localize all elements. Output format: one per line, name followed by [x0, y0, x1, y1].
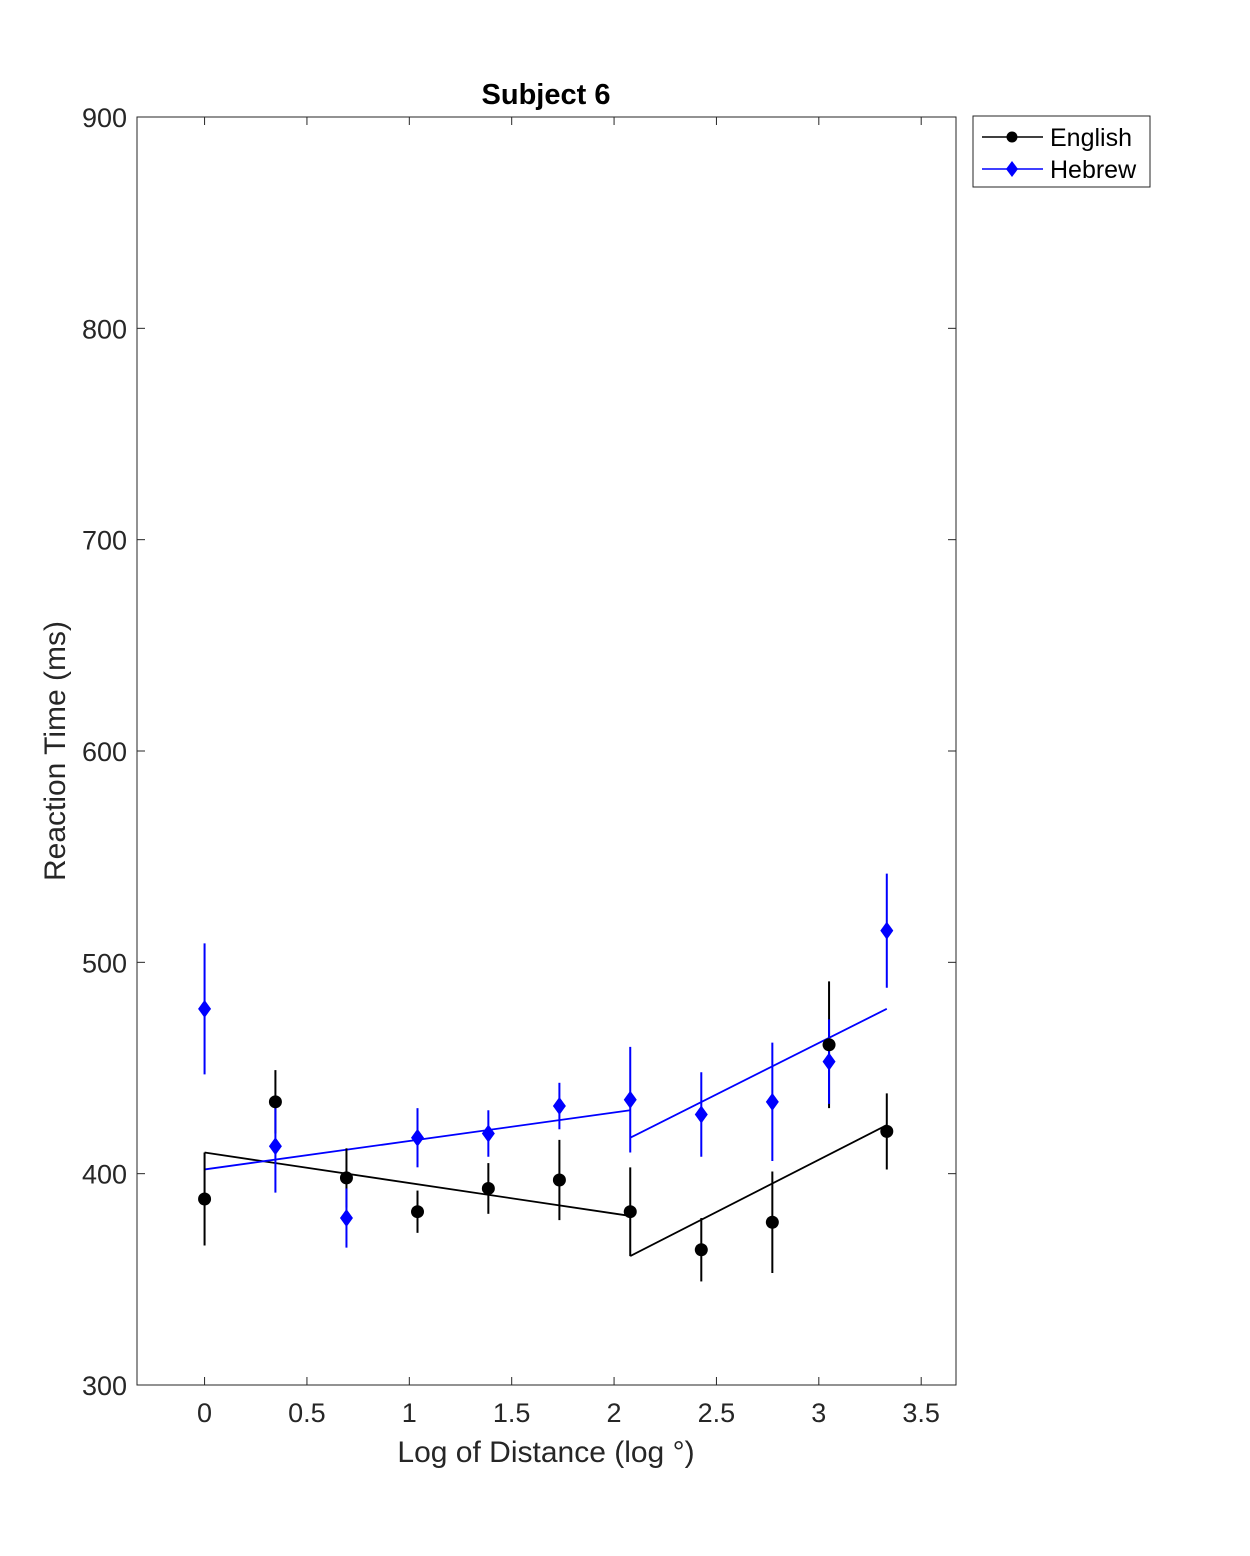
data-point-english: [694, 1243, 708, 1257]
data-point-english: [339, 1171, 353, 1185]
x-tick-label: 1.5: [493, 1398, 531, 1428]
data-point-hebrew: [880, 921, 894, 940]
legend-marker-english: [1006, 131, 1018, 143]
data-markers: [198, 921, 894, 1257]
x-tick-label: 2: [607, 1398, 622, 1428]
data-point-english: [481, 1181, 495, 1195]
data-point-hebrew: [623, 1090, 637, 1109]
y-tick-label: 800: [82, 314, 127, 344]
y-tick-label: 400: [82, 1160, 127, 1190]
data-point-english: [552, 1173, 566, 1187]
legend-label-hebrew: Hebrew: [1050, 156, 1137, 184]
x-tick-label: 0.5: [288, 1398, 326, 1428]
data-point-english: [822, 1038, 836, 1052]
data-point-english: [765, 1215, 779, 1229]
x-tick-label: 3.5: [902, 1398, 940, 1428]
data-point-english: [198, 1192, 212, 1206]
x-tick-label: 1: [402, 1398, 417, 1428]
x-tick-label: 3: [811, 1398, 826, 1428]
fit-line-hebrew: [629, 1008, 888, 1139]
y-tick-label: 900: [82, 103, 127, 133]
data-point-english: [268, 1095, 282, 1109]
data-point-english: [411, 1205, 425, 1219]
fit-line-english: [629, 1124, 888, 1257]
legend-label-english: English: [1050, 124, 1132, 152]
data-point-hebrew: [198, 999, 212, 1018]
data-point-hebrew: [481, 1124, 495, 1143]
y-tick-label: 600: [82, 737, 127, 767]
data-point-hebrew: [552, 1097, 566, 1116]
plot-area: [136, 116, 957, 1386]
y-axis-label: Reaction Time (ms): [39, 621, 72, 881]
data-point-hebrew: [339, 1209, 353, 1228]
data-point-english: [623, 1205, 637, 1219]
x-axis-label: Log of Distance (log °): [397, 1436, 694, 1469]
legend: English Hebrew: [972, 115, 1151, 188]
data-point-hebrew: [411, 1128, 425, 1147]
legend-marker-hebrew: [1006, 161, 1018, 177]
y-tick-label: 700: [82, 526, 127, 556]
chart-title: Subject 6: [482, 79, 611, 111]
data-point-hebrew: [268, 1137, 282, 1156]
x-tick-label: 2.5: [698, 1398, 736, 1428]
data-point-english: [880, 1124, 894, 1138]
axis-ticks: 0 0.5 1 1.5 2 2.5 3 3.5 300 400 500 600 700 800 900: [82, 103, 956, 1428]
y-tick-label: 500: [82, 948, 127, 978]
data-point-hebrew: [765, 1092, 779, 1111]
x-tick-label: 0: [197, 1398, 212, 1428]
legend-box: [972, 115, 1151, 188]
y-tick-label: 300: [82, 1371, 127, 1401]
data-point-hebrew: [694, 1105, 708, 1124]
data-point-hebrew: [822, 1052, 836, 1071]
